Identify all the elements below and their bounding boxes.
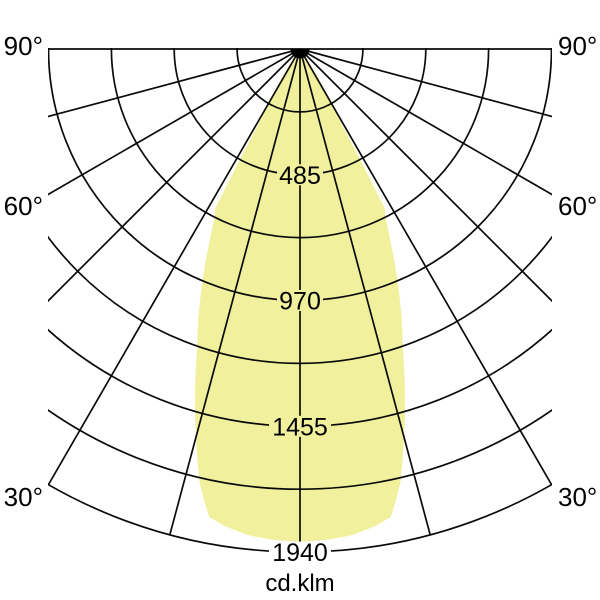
ring-label: 1940 bbox=[272, 539, 328, 567]
grid-ray-45 bbox=[299, 48, 552, 303]
luminaire-pole-marker-icon bbox=[290, 49, 310, 59]
angle-label: 60° bbox=[4, 191, 43, 221]
grid-ray--45 bbox=[48, 48, 301, 303]
ring-label-bg bbox=[269, 541, 331, 563]
ring-label: 970 bbox=[279, 288, 321, 316]
grid-ray--30 bbox=[48, 48, 301, 486]
ring-label: 485 bbox=[279, 162, 321, 190]
angle-label: 90° bbox=[4, 31, 43, 61]
angle-label: 90° bbox=[558, 31, 597, 61]
ring-label: 1455 bbox=[272, 413, 328, 441]
grid-ray--60 bbox=[48, 48, 301, 196]
ring-label-bg bbox=[277, 164, 323, 186]
grid-ray-75 bbox=[299, 48, 552, 118]
grid-ray--15 bbox=[168, 48, 301, 536]
angle-label: 60° bbox=[558, 191, 597, 221]
ring-label-bg bbox=[269, 415, 331, 437]
grid-ray-15 bbox=[299, 48, 432, 536]
grid-ray--75 bbox=[48, 48, 301, 118]
ring-label-bg bbox=[277, 290, 323, 311]
grid-ray-30 bbox=[299, 48, 552, 486]
angle-label: 30° bbox=[558, 482, 597, 512]
grid-ray-60 bbox=[299, 48, 552, 196]
angle-label: 30° bbox=[4, 482, 43, 512]
unit-label: cd.klm bbox=[265, 570, 335, 597]
